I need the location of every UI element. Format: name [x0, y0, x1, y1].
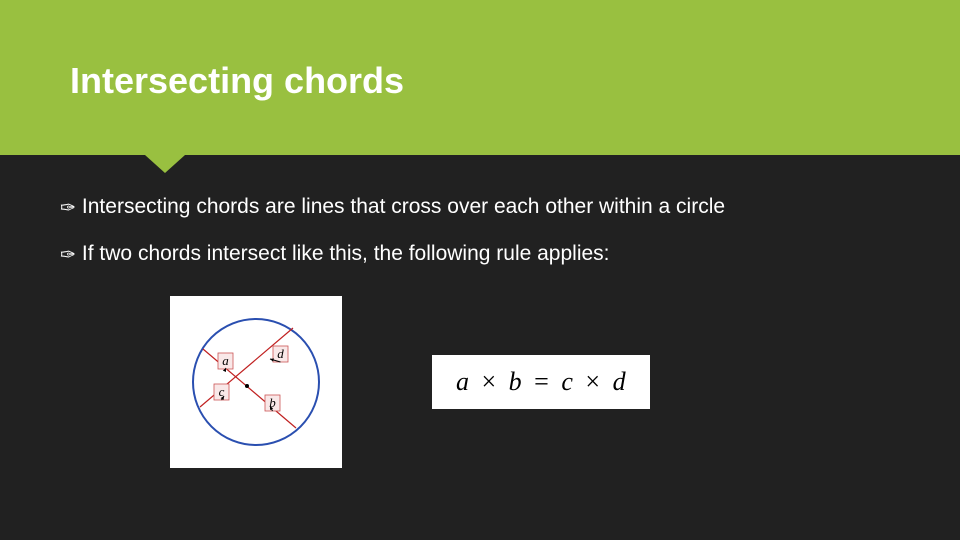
header-notch: [145, 155, 185, 173]
formula-var-a: a: [456, 367, 469, 396]
chords-svg: adcb: [176, 302, 336, 462]
figure-row: a d c b a × b = c × d: [60, 296, 900, 468]
chords-formula: a × b = c × d: [432, 355, 650, 409]
header-banner: Intersecting chords: [0, 0, 960, 155]
bullet-item: ✑ Intersecting chords are lines that cro…: [60, 193, 900, 220]
svg-text:a: a: [222, 353, 229, 368]
formula-var-d: d: [613, 367, 626, 396]
slide-body: ✑ Intersecting chords are lines that cro…: [0, 155, 960, 468]
formula-var-c: c: [561, 367, 573, 396]
bullet-icon: ✑: [60, 199, 76, 218]
formula-var-b: b: [509, 367, 522, 396]
bullet-item: ✑ If two chords intersect like this, the…: [60, 240, 900, 267]
bullet-icon: ✑: [60, 246, 76, 265]
bullet-text: Intersecting chords are lines that cross…: [82, 193, 900, 220]
svg-text:d: d: [277, 346, 284, 361]
chords-diagram: adcb: [170, 296, 342, 468]
equals-icon: =: [528, 367, 555, 396]
bullet-text: If two chords intersect like this, the f…: [82, 240, 900, 267]
times-icon: ×: [579, 367, 606, 396]
slide-title: Intersecting chords: [70, 60, 960, 102]
times-icon: ×: [476, 367, 503, 396]
